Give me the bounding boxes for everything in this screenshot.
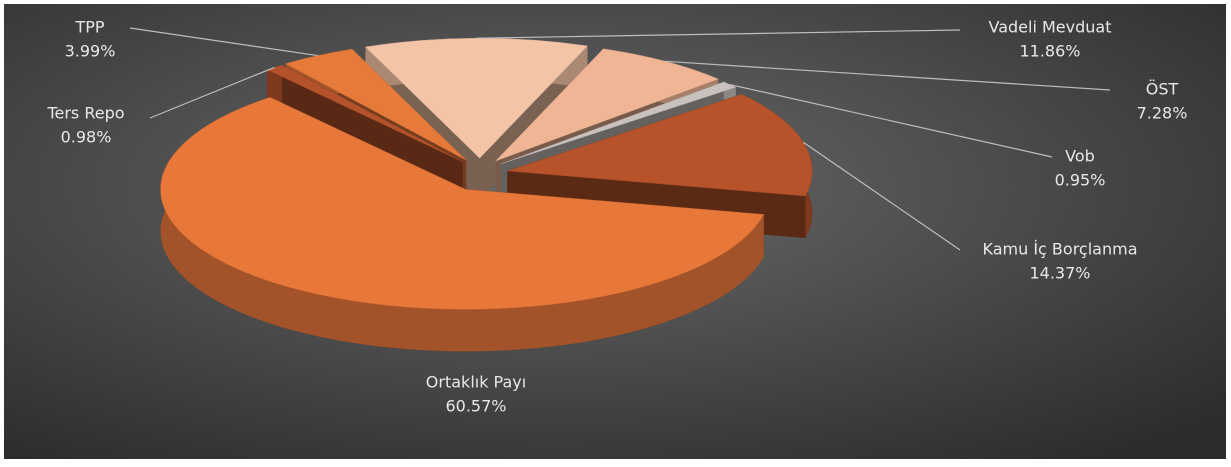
leader-line bbox=[129, 27, 318, 57]
leader-line bbox=[665, 60, 1111, 91]
slice bbox=[507, 94, 813, 197]
slice-value-label: 7.28% bbox=[1137, 104, 1188, 123]
slice bbox=[495, 48, 719, 162]
slice-label: Vadeli Mevduat bbox=[989, 18, 1112, 37]
slice bbox=[284, 48, 467, 161]
leader-line bbox=[729, 83, 1053, 158]
slice-label: Ters Repo bbox=[46, 104, 124, 123]
slice-value-label: 60.57% bbox=[445, 397, 506, 416]
slice-label: Kamu İç Borçlanma bbox=[983, 240, 1138, 259]
slice-value-label: 0.95% bbox=[1055, 171, 1106, 190]
leader-line bbox=[803, 141, 961, 251]
leader-line bbox=[149, 66, 275, 119]
slice-value-label: 3.99% bbox=[65, 42, 116, 61]
slice bbox=[364, 37, 588, 159]
labels: Vadeli Mevduat 11.86% ÖST 7.28% Vob 0.95% Kamu… bbox=[46, 18, 1187, 416]
slice-label: Vob bbox=[1065, 147, 1095, 166]
slice-value-label: 14.37% bbox=[1029, 264, 1090, 283]
slice-label: TPP bbox=[74, 18, 104, 37]
leader-line bbox=[476, 29, 961, 39]
pie bbox=[160, 37, 813, 352]
slice-label: Ortaklık Payı bbox=[426, 373, 526, 392]
slice-value-label: 11.86% bbox=[1019, 42, 1080, 61]
slice bbox=[160, 97, 765, 310]
slice-label: ÖST bbox=[1146, 80, 1179, 99]
slice-value-label: 0.98% bbox=[61, 128, 112, 147]
